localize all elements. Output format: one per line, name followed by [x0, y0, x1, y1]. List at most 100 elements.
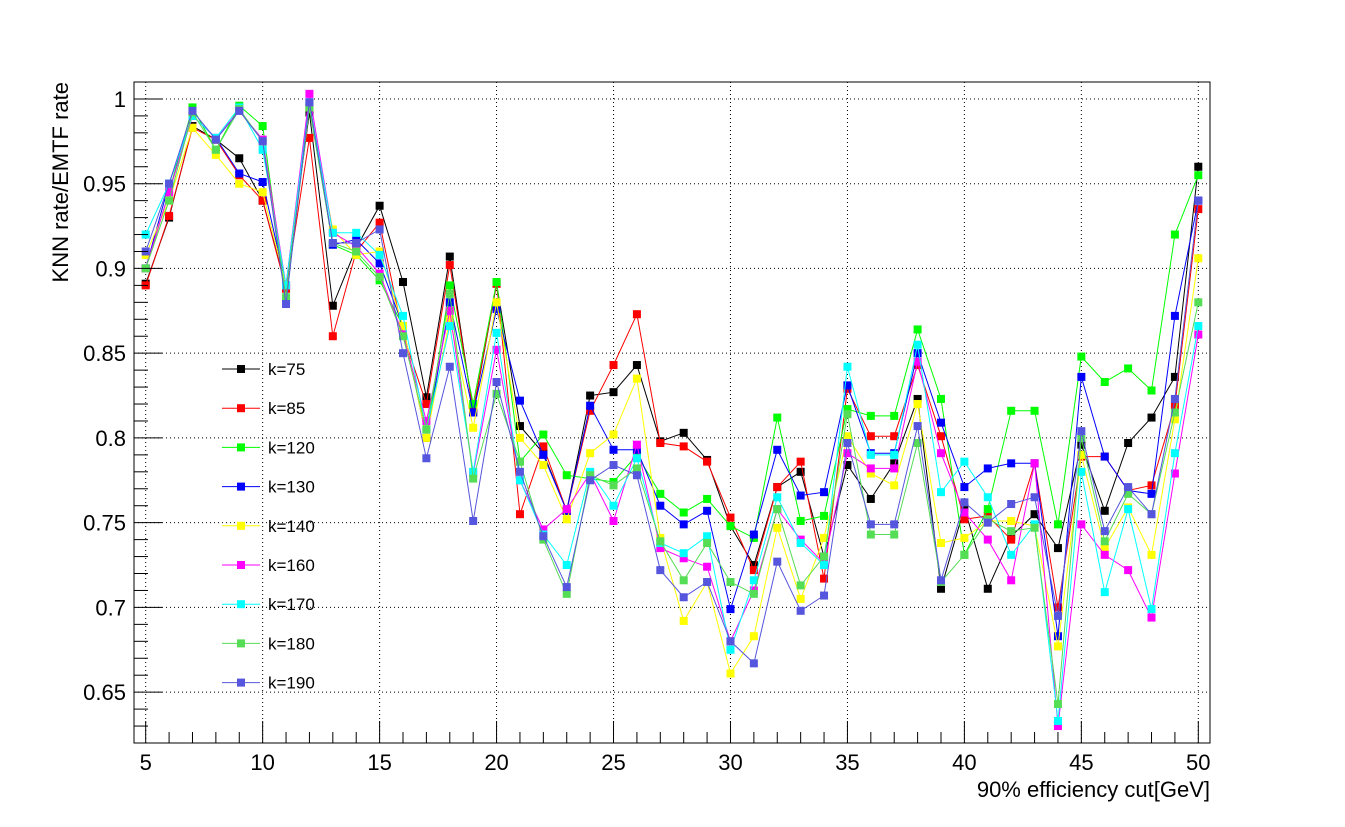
data-point	[937, 449, 945, 458]
data-point	[983, 493, 992, 502]
data-point	[960, 457, 969, 466]
legend-entry: k=190	[222, 674, 315, 693]
data-point	[1053, 603, 1062, 612]
data-point	[937, 576, 945, 585]
data-point	[515, 433, 524, 442]
data-point	[726, 522, 735, 531]
data-point	[328, 228, 337, 237]
data-point	[609, 516, 618, 525]
data-point	[515, 396, 524, 405]
data-point	[1077, 433, 1086, 442]
data-point	[1100, 377, 1109, 386]
data-point	[1147, 413, 1156, 422]
data-point	[632, 471, 641, 480]
data-point	[796, 457, 805, 466]
data-point	[258, 177, 267, 186]
data-point	[1077, 467, 1086, 476]
data-point	[562, 515, 571, 524]
data-point	[983, 505, 992, 514]
data-point	[1053, 642, 1062, 651]
data-point	[515, 422, 524, 431]
series-line	[145, 112, 1199, 591]
plot-frame	[133, 81, 1211, 744]
legend-marker	[237, 561, 245, 569]
data-point	[515, 457, 524, 466]
tick-labels: 5 10 15 20 25 30 35 40 45 50 0.65 0.7 0.75 0.8 0.85 0.9…	[83, 87, 1210, 775]
data-point	[632, 374, 641, 383]
data-point	[890, 530, 899, 539]
data-point	[1147, 489, 1156, 498]
data-point	[165, 188, 174, 197]
data-point	[1100, 588, 1109, 597]
data-point	[773, 413, 782, 422]
data-point	[632, 361, 641, 370]
data-point	[1170, 311, 1179, 320]
series-k=190	[141, 98, 1203, 668]
data-point	[1077, 372, 1086, 381]
data-point	[1007, 527, 1016, 536]
data-point	[211, 150, 220, 159]
data-point	[282, 293, 291, 302]
data-point	[679, 428, 688, 437]
data-point	[913, 357, 922, 366]
data-point	[445, 298, 454, 307]
data-point	[749, 530, 758, 539]
data-point	[469, 408, 478, 417]
data-point	[632, 445, 641, 454]
data-point	[1030, 406, 1039, 415]
x-tick-label: 10	[250, 750, 274, 775]
data-point	[375, 250, 384, 259]
data-point	[539, 525, 548, 534]
data-point	[820, 533, 829, 542]
data-point	[656, 489, 665, 498]
data-point	[726, 605, 735, 614]
data-point	[937, 418, 945, 427]
data-point	[1194, 254, 1203, 263]
data-point	[445, 362, 454, 371]
x-tick-label: 40	[952, 750, 976, 775]
data-point	[632, 464, 641, 473]
data-point	[937, 432, 945, 441]
data-point	[632, 454, 641, 463]
data-point	[375, 259, 384, 268]
legend-marker	[237, 678, 245, 687]
legend-marker	[237, 404, 245, 413]
data-point	[1170, 408, 1179, 417]
data-point	[820, 488, 829, 497]
data-point	[866, 469, 875, 478]
data-point	[773, 483, 782, 492]
data-point	[609, 481, 618, 490]
legend-label: k=75	[268, 360, 305, 379]
data-point	[328, 239, 337, 248]
data-point	[866, 520, 875, 529]
data-point	[586, 449, 595, 458]
data-point	[305, 133, 314, 142]
legend-label: k=190	[268, 674, 315, 693]
data-point	[609, 388, 618, 397]
data-point	[1170, 230, 1179, 239]
data-point	[539, 442, 548, 451]
data-point	[1170, 372, 1179, 381]
data-point	[843, 439, 852, 448]
data-point	[562, 589, 571, 598]
data-point	[679, 554, 688, 563]
data-point	[469, 423, 478, 432]
data-point	[703, 562, 712, 571]
data-point	[352, 247, 361, 256]
legend-entry: k=85	[222, 399, 305, 418]
data-point	[679, 520, 688, 529]
data-point	[1124, 364, 1133, 373]
data-point	[890, 450, 899, 459]
data-point	[235, 169, 244, 178]
data-point	[1053, 611, 1062, 620]
data-point	[422, 433, 431, 442]
y-tick-label: 1	[114, 87, 126, 112]
data-point	[1007, 406, 1016, 415]
data-point	[492, 389, 501, 398]
data-point	[235, 179, 244, 188]
data-point	[1194, 298, 1203, 307]
data-point	[796, 594, 805, 603]
data-point	[375, 201, 384, 210]
data-point	[1030, 493, 1039, 502]
data-point	[258, 122, 267, 131]
